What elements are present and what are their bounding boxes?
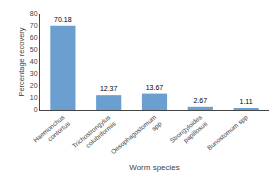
svg-text:30: 30: [30, 70, 38, 77]
svg-text:Percentage recovery: Percentage recovery: [17, 27, 26, 96]
svg-text:70.18: 70.18: [54, 16, 72, 23]
svg-text:2.67: 2.67: [193, 97, 207, 104]
svg-text:Trichostrongyluscolubriformis: Trichostrongyluscolubriformis: [71, 113, 118, 156]
svg-text:0: 0: [34, 106, 38, 113]
svg-text:40: 40: [30, 58, 38, 65]
svg-text:Worm species: Worm species: [129, 163, 180, 172]
svg-text:Bunostomum spp: Bunostomum spp: [206, 113, 250, 152]
svg-text:13.67: 13.67: [146, 84, 164, 91]
svg-text:1.11: 1.11: [239, 98, 252, 105]
svg-text:20: 20: [30, 82, 38, 89]
svg-text:50: 50: [30, 46, 38, 53]
svg-text:80: 80: [30, 10, 38, 17]
svg-text:70: 70: [30, 22, 38, 29]
svg-text:Haemonchuscontortus: Haemonchuscontortus: [32, 113, 72, 150]
svg-text:12.37: 12.37: [100, 85, 118, 92]
svg-text:10: 10: [30, 94, 38, 101]
svg-text:Oesophagostomumspp: Oesophagostomumspp: [109, 113, 163, 162]
svg-text:60: 60: [30, 34, 38, 41]
svg-text:Strongyloidespapillosus: Strongyloidespapillosus: [168, 113, 209, 151]
